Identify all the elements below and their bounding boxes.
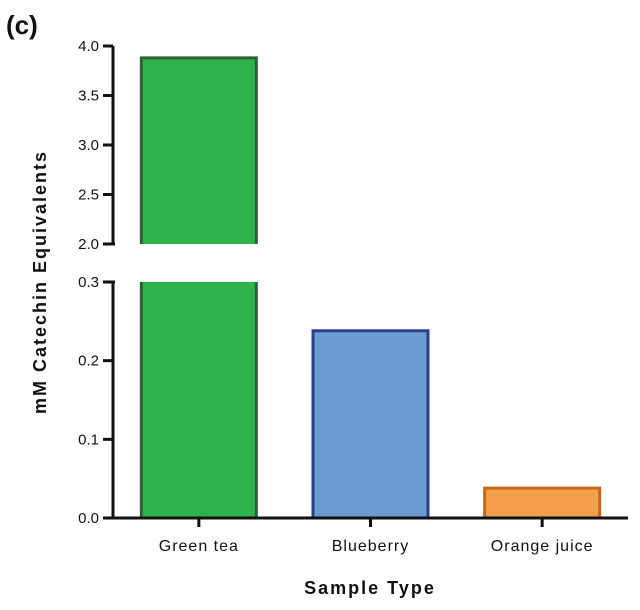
bar-green-tea-lower [141, 282, 257, 518]
bar-green-tea-upper [141, 57, 257, 244]
axes-group: 0.0 0.1 0.2 0.3 2.0 2.5 3.0 3.5 4.0 Green tea Blue… [78, 38, 628, 555]
y-tick-label: 3.0 [78, 137, 99, 154]
panel-label: (c) [6, 10, 38, 40]
y-tick-label: 0.2 [78, 353, 99, 370]
y-tick-label: 0.0 [78, 510, 99, 527]
y-tick-label: 2.0 [78, 236, 99, 253]
y-tick-label: 4.0 [78, 38, 99, 55]
bar-green-tea-upper-edge [139, 56, 258, 244]
bars-group [139, 56, 602, 520]
bar-orange-juice [483, 486, 602, 520]
y-tick-label: 2.5 [78, 187, 99, 204]
y-axis-title: mM Catechin Equivalents [30, 150, 50, 414]
y-tick-label: 3.5 [78, 88, 99, 105]
y-tick-label: 0.3 [78, 274, 99, 291]
x-tick-label: Blueberry [332, 538, 409, 555]
x-tick-label: Green tea [159, 538, 239, 555]
x-axis-title: Sample Type [304, 578, 436, 598]
x-tick-label: Orange juice [491, 538, 594, 555]
bar-blueberry [311, 329, 430, 520]
y-tick-label: 0.1 [78, 431, 99, 448]
